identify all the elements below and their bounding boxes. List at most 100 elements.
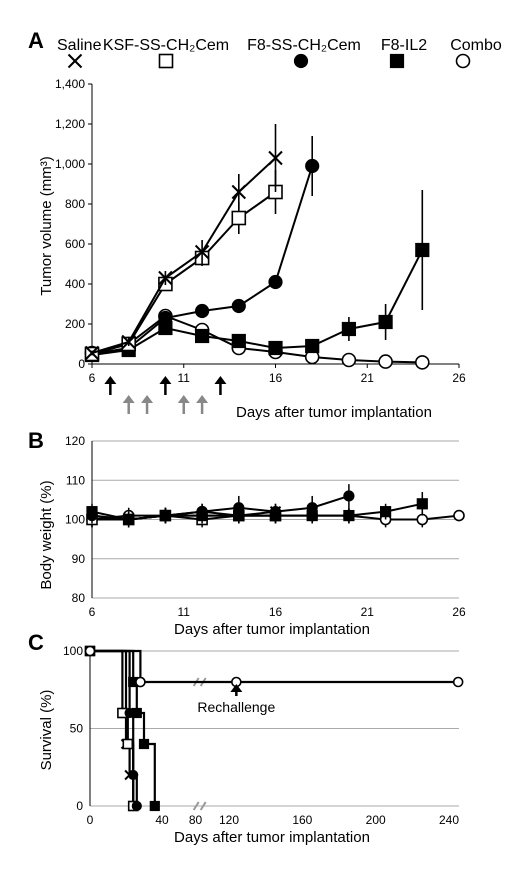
- panel-c-point-combo: [452, 676, 464, 688]
- legend-label-saline: Saline: [57, 37, 102, 54]
- panel-a-point-combo: [414, 355, 430, 370]
- panel-a-x-tick-label: 16: [269, 371, 283, 385]
- legend-marker-ksf-ss-ch-cem: [158, 53, 174, 69]
- legend-label-f8-il2: F8-IL2: [381, 37, 427, 54]
- panel-b-point-f8-il2: [196, 509, 208, 522]
- panel-a-point-f8-ss-ch-cem: [305, 158, 320, 174]
- panel-a-treatment-arrow: [196, 395, 209, 414]
- panel-c-y-tick-label: 50: [70, 722, 84, 736]
- panel-a-point-f8-ss-ch-cem: [268, 274, 283, 290]
- panel-a-arrow-head: [104, 376, 117, 384]
- panel-a-point-ksf-ss-ch-cem: [231, 210, 247, 226]
- panel-b-body-weight-chart: 80 90 100 110 120 6 11 16 21 26: [65, 434, 466, 619]
- panel-a-treatment-arrow: [104, 376, 117, 395]
- panel-a-arrow-head: [214, 376, 227, 384]
- panel-a-y-tick-label: 400: [65, 277, 85, 291]
- panel-a-x-tick-label: 21: [361, 371, 375, 385]
- panel-c-x-tick-label: 160: [292, 813, 312, 827]
- panel-a-y-title: Tumor volume (mm³): [38, 156, 55, 295]
- panel-b-y-tick-label: 80: [72, 591, 86, 605]
- panel-b-y-tick-label: 110: [66, 473, 85, 487]
- panel-b-y-title: Body weight (%): [38, 480, 55, 589]
- panel-c-point-combo: [84, 645, 96, 657]
- panel-b-point-f8-ss-ch-cem: [343, 490, 355, 502]
- panel-c-point-f8-ss-ch-cem: [128, 769, 139, 781]
- panel-c-x-tick-label: 80: [189, 813, 203, 827]
- legend-marker-f8-il2: [389, 53, 405, 69]
- panel-a-point-f8-il2: [231, 333, 246, 349]
- panel-a-point-saline: [231, 184, 247, 200]
- panel-b-point-f8-il2: [416, 498, 428, 510]
- panel-a-point-f8-il2: [305, 338, 320, 354]
- panel-c-rechallenge-arrow-head: [230, 684, 243, 692]
- panel-c-y-tick-label: 100: [63, 644, 83, 658]
- panel-a-point-f8-il2: [268, 340, 283, 356]
- panel-letter-b: B: [28, 428, 44, 453]
- panel-c-survival-chart: 0 50 100 0 40 80 120 160 200 240 Rechallenge: [63, 644, 464, 827]
- legend-marker-combo: [455, 53, 471, 69]
- panel-a-point-saline: [121, 334, 136, 350]
- legend: Saline KSF-SS-CH₂Cem F8-SS-CH₂Cem F8-IL2…: [57, 37, 502, 69]
- panel-a-y-tick-label: 1,400: [55, 77, 85, 91]
- panel-a-arrow-head: [141, 395, 154, 403]
- panel-a-x-title: Days after tumor implantation: [236, 404, 432, 421]
- panel-a-point-saline-stroke-2: [194, 244, 210, 260]
- panel-b-y-tick-label: 100: [65, 513, 85, 527]
- panel-c-x-tick-label: 240: [439, 813, 459, 827]
- panel-a-point-saline-stroke-2: [84, 345, 100, 361]
- panel-a-point-f8-il2: [378, 314, 393, 330]
- panel-a-treatment-arrow: [214, 376, 227, 395]
- panel-letter-c: C: [28, 630, 44, 655]
- panel-a-point-saline-stroke-2: [158, 270, 173, 286]
- panel-c-rechallenge-label: Rechallenge: [197, 699, 275, 715]
- panel-b-y-tick-label: 120: [65, 434, 85, 448]
- panel-c-x-tick-label: 40: [155, 813, 169, 827]
- legend-label-ksf: KSF-SS-CH₂Cem: [103, 37, 229, 54]
- panel-a-point-combo: [341, 352, 357, 368]
- legend-label-combo: Combo: [450, 37, 502, 54]
- panel-c-series-combo: [84, 645, 464, 688]
- panel-a-line-combo: [91, 314, 423, 364]
- panel-a-y-tick-label: 0: [78, 357, 85, 371]
- panel-a-point-f8-ss-ch-cem: [231, 298, 246, 314]
- legend-marker-f8-ss-ch-cem: [293, 53, 309, 69]
- panel-b-point-f8-il2: [343, 509, 355, 522]
- legend-marker-saline: [67, 53, 83, 69]
- panel-a-x-tick-label: 11: [178, 371, 191, 385]
- panel-a-x-tick-label: 6: [89, 371, 96, 385]
- panel-b-point-f8-il2: [269, 509, 282, 522]
- panel-c-break-slash: [199, 801, 207, 811]
- panel-c-point-f8-il2: [149, 800, 160, 812]
- panel-c-point-f8-il2: [138, 738, 150, 750]
- legend-label-f8-ss: F8-SS-CH₂Cem: [247, 37, 361, 54]
- panel-a-treatment-arrow: [122, 395, 135, 414]
- panel-c-point-f8-il2: [131, 707, 142, 719]
- panel-b-point-f8-il2: [380, 506, 392, 518]
- panel-c-x-tick-label: 200: [366, 813, 386, 827]
- panel-b-series-f8-il2: [86, 492, 428, 528]
- panel-b-x-tick-label: 16: [269, 605, 283, 619]
- panel-a-x-tick-label: 26: [452, 371, 466, 385]
- panel-a-y-tick-label: 200: [65, 317, 85, 331]
- panel-a-arrow-head: [196, 395, 209, 403]
- panel-b-point-f8-il2: [306, 509, 318, 522]
- panel-a-point-saline-stroke-2: [121, 334, 136, 350]
- panel-b-x-tick-label: 11: [178, 605, 191, 619]
- panel-a-y-tick-label: 600: [65, 237, 85, 251]
- panel-a-point-saline: [194, 244, 210, 260]
- panel-a-point-saline: [84, 345, 100, 361]
- panel-c-y-title: Survival (%): [38, 690, 55, 771]
- panel-letter-a: A: [28, 28, 44, 53]
- panel-a-point-saline: [158, 270, 173, 286]
- panel-a-point-f8-ss-ch-cem: [195, 303, 210, 319]
- panel-b-point-f8-il2: [233, 509, 245, 522]
- panel-a-point-f8-il2: [341, 321, 356, 337]
- panel-a-series-saline: [84, 124, 283, 361]
- panel-a-treatment-arrow: [159, 376, 172, 395]
- panel-c-break-slash: [192, 801, 200, 811]
- panel-c-point-combo: [135, 676, 146, 688]
- panel-a-point-combo: [378, 354, 393, 369]
- panel-a-treatment-arrow: [141, 395, 154, 414]
- panel-a-treatment-arrow: [177, 395, 190, 414]
